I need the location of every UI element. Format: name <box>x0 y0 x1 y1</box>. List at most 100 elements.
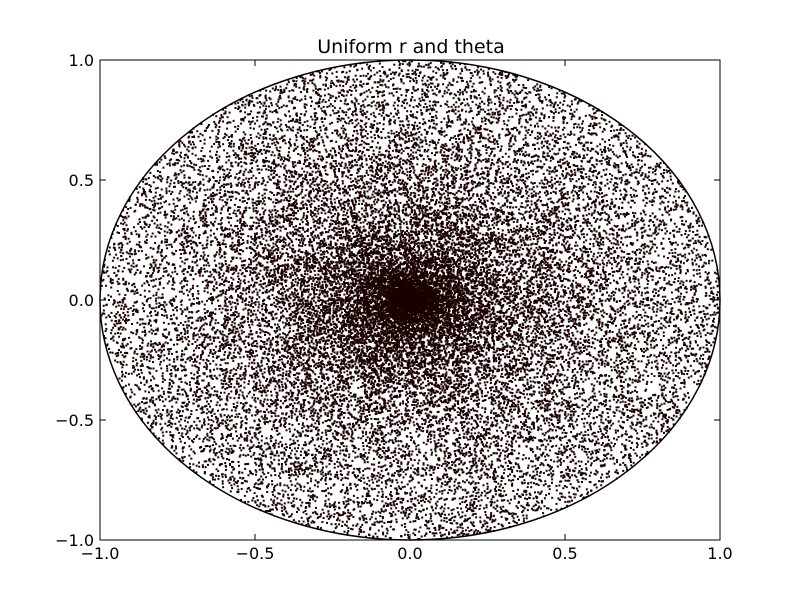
scatter-point <box>549 255 552 258</box>
scatter-point <box>601 151 603 153</box>
scatter-point <box>182 268 185 271</box>
scatter-point <box>461 511 464 514</box>
scatter-point <box>517 194 519 197</box>
scatter-point <box>641 291 643 294</box>
scatter-point <box>608 240 611 242</box>
scatter-point <box>316 222 319 225</box>
scatter-point <box>584 378 587 381</box>
scatter-point <box>396 358 399 361</box>
scatter-point <box>409 158 412 160</box>
scatter-point <box>122 311 125 314</box>
scatter-point <box>304 367 307 370</box>
scatter-point <box>427 173 429 176</box>
scatter-point <box>249 374 251 377</box>
scatter-point <box>385 192 388 195</box>
scatter-point <box>334 274 337 277</box>
scatter-point <box>482 197 485 199</box>
scatter-point <box>256 293 259 296</box>
scatter-point <box>495 218 498 221</box>
scatter-point <box>440 464 443 467</box>
scatter-point <box>596 218 599 221</box>
scatter-point <box>465 444 468 447</box>
scatter-point <box>269 341 272 344</box>
scatter-point <box>536 459 539 461</box>
scatter-point <box>346 492 349 495</box>
scatter-point <box>438 339 441 342</box>
scatter-point <box>477 71 479 74</box>
scatter-point <box>535 363 538 366</box>
scatter-point <box>435 78 438 81</box>
scatter-point <box>219 223 222 226</box>
scatter-point <box>431 356 433 358</box>
scatter-point <box>157 271 160 274</box>
scatter-point <box>614 186 617 189</box>
scatter-point <box>233 325 236 328</box>
scatter-point <box>329 122 332 125</box>
scatter-point <box>354 393 357 396</box>
scatter-point <box>241 266 244 269</box>
scatter-point <box>472 193 475 196</box>
scatter-point <box>548 326 551 329</box>
scatter-point <box>451 257 454 259</box>
scatter-point <box>352 340 355 343</box>
scatter-point <box>576 126 579 129</box>
scatter-point <box>240 149 243 152</box>
scatter-point <box>504 388 507 391</box>
scatter-point <box>388 418 391 421</box>
scatter-point <box>362 318 365 321</box>
scatter-point <box>318 338 321 341</box>
scatter-point <box>337 465 340 468</box>
scatter-point <box>297 392 300 394</box>
scatter-point <box>501 375 504 378</box>
scatter-point <box>184 207 186 210</box>
scatter-point <box>338 170 340 173</box>
scatter-point <box>213 438 216 441</box>
scatter-point <box>221 307 224 310</box>
scatter-point <box>417 379 420 382</box>
scatter-point <box>309 498 311 501</box>
scatter-point <box>550 134 553 137</box>
scatter-point <box>262 137 265 140</box>
scatter-point <box>595 331 598 334</box>
scatter-point <box>413 89 416 92</box>
scatter-point <box>571 369 574 371</box>
scatter-point <box>590 270 593 272</box>
scatter-point <box>348 163 351 166</box>
scatter-point <box>168 331 171 334</box>
scatter-point <box>644 152 647 155</box>
scatter-point <box>546 104 549 107</box>
scatter-point <box>609 457 612 460</box>
scatter-point <box>276 179 279 182</box>
scatter-point <box>418 428 421 431</box>
scatter-point <box>336 512 339 514</box>
scatter-point <box>660 241 663 244</box>
scatter-point <box>352 500 355 503</box>
scatter-point <box>394 256 397 259</box>
scatter-point <box>247 487 250 489</box>
scatter-point <box>264 132 267 135</box>
scatter-point <box>126 242 129 245</box>
scatter-point <box>160 241 163 244</box>
scatter-point <box>616 239 619 242</box>
scatter-point <box>456 146 459 149</box>
scatter-point <box>396 386 399 389</box>
scatter-point <box>546 295 548 298</box>
scatter-point <box>319 372 322 375</box>
scatter-point <box>377 529 380 532</box>
scatter-point <box>278 282 281 285</box>
scatter-point <box>493 358 496 361</box>
scatter-point <box>329 411 332 414</box>
scatter-point <box>272 249 275 252</box>
scatter-point <box>171 149 174 152</box>
scatter-point <box>602 403 605 405</box>
scatter-point <box>286 263 289 266</box>
scatter-point <box>543 137 546 140</box>
scatter-point <box>342 308 345 310</box>
scatter-point <box>362 181 365 184</box>
scatter-point <box>568 396 571 399</box>
scatter-point <box>623 412 626 415</box>
scatter-point <box>244 415 247 418</box>
scatter-point <box>212 326 215 329</box>
scatter-point <box>442 435 445 438</box>
scatter-point <box>624 432 627 435</box>
